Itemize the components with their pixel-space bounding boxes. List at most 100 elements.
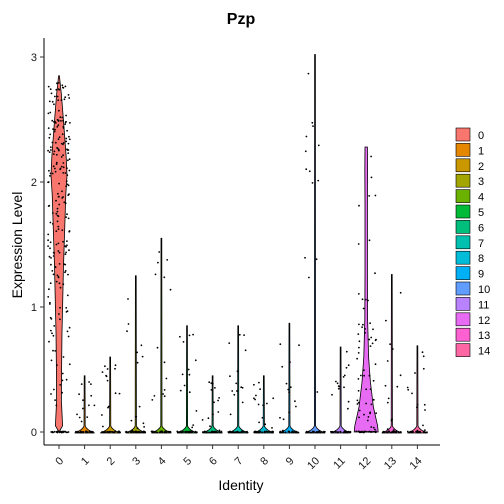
- data-point: [364, 331, 366, 334]
- data-point: [255, 394, 257, 397]
- data-point: [285, 382, 288, 385]
- violin-10: [304, 54, 326, 434]
- data-point: [343, 374, 346, 377]
- data-point: [369, 345, 372, 347]
- y-axis-title: Expression Level: [9, 192, 25, 299]
- data-point: [54, 350, 57, 352]
- data-point: [104, 431, 107, 433]
- data-point: [217, 411, 220, 413]
- data-point: [243, 334, 246, 336]
- data-point: [163, 389, 166, 391]
- data-point: [369, 322, 371, 325]
- data-point: [67, 184, 70, 187]
- data-point: [61, 379, 64, 382]
- data-point: [61, 84, 64, 87]
- data-point: [153, 431, 156, 433]
- data-point: [47, 149, 49, 152]
- data-point: [235, 382, 238, 385]
- data-point: [62, 240, 64, 243]
- data-point: [130, 419, 133, 422]
- data-point: [51, 332, 53, 335]
- data-point: [57, 82, 60, 84]
- data-point: [50, 329, 52, 332]
- data-point: [61, 190, 63, 193]
- data-point: [201, 419, 204, 421]
- data-point: [358, 204, 360, 207]
- data-point: [59, 286, 62, 289]
- data-point: [244, 431, 247, 433]
- plot-area: [47, 54, 428, 434]
- data-point: [336, 431, 339, 434]
- violin-7: [228, 325, 249, 434]
- data-point: [52, 273, 55, 276]
- data-point: [102, 425, 104, 428]
- data-point: [258, 421, 260, 424]
- data-point: [167, 431, 170, 433]
- data-point: [163, 276, 166, 279]
- data-point: [49, 303, 51, 305]
- data-point: [87, 431, 89, 434]
- data-point: [294, 400, 296, 403]
- violin-9: [279, 322, 300, 434]
- data-point: [362, 307, 365, 310]
- data-point: [140, 431, 143, 433]
- data-point: [52, 153, 55, 156]
- data-point: [367, 299, 369, 302]
- data-point: [48, 169, 50, 172]
- legend-swatch-1: [455, 143, 471, 157]
- data-point: [88, 381, 90, 383]
- data-point: [372, 398, 375, 401]
- data-point: [208, 381, 211, 384]
- data-point: [64, 123, 66, 126]
- data-point: [56, 125, 59, 128]
- data-point: [50, 149, 52, 151]
- data-point: [316, 391, 319, 393]
- points-0: [47, 82, 71, 434]
- data-point: [244, 349, 247, 352]
- data-point: [66, 294, 69, 297]
- data-point: [55, 212, 58, 215]
- data-point: [188, 430, 191, 433]
- data-point: [359, 431, 362, 433]
- data-point: [347, 407, 349, 410]
- data-point: [64, 96, 67, 99]
- data-point: [114, 392, 117, 395]
- points-6: [201, 381, 223, 434]
- data-point: [399, 374, 402, 377]
- data-point: [371, 342, 374, 345]
- data-point: [58, 203, 61, 206]
- data-point: [182, 341, 185, 343]
- data-point: [312, 431, 315, 434]
- data-point: [59, 167, 62, 170]
- data-point: [356, 403, 359, 405]
- data-point: [47, 205, 50, 208]
- data-point: [58, 136, 61, 139]
- data-point: [67, 142, 70, 145]
- data-point: [51, 141, 54, 144]
- data-point: [59, 430, 62, 433]
- data-point: [421, 351, 424, 354]
- data-point: [208, 431, 210, 434]
- data-point: [58, 195, 60, 198]
- data-point: [323, 430, 325, 433]
- data-point: [51, 270, 54, 272]
- points-13: [381, 291, 402, 434]
- violin-8: [253, 375, 274, 434]
- data-point: [385, 319, 387, 322]
- data-point: [56, 220, 59, 223]
- data-point: [279, 416, 281, 419]
- data-point: [361, 326, 363, 328]
- data-point: [357, 430, 360, 433]
- data-point: [82, 399, 84, 402]
- data-point: [241, 401, 244, 404]
- data-point: [240, 430, 243, 433]
- legend-label-9: 9: [478, 269, 484, 281]
- data-point: [211, 382, 214, 385]
- data-point: [347, 364, 350, 367]
- data-point: [65, 311, 68, 313]
- data-point: [63, 201, 66, 204]
- data-point: [90, 394, 93, 397]
- data-point: [330, 430, 332, 433]
- data-point: [103, 431, 106, 433]
